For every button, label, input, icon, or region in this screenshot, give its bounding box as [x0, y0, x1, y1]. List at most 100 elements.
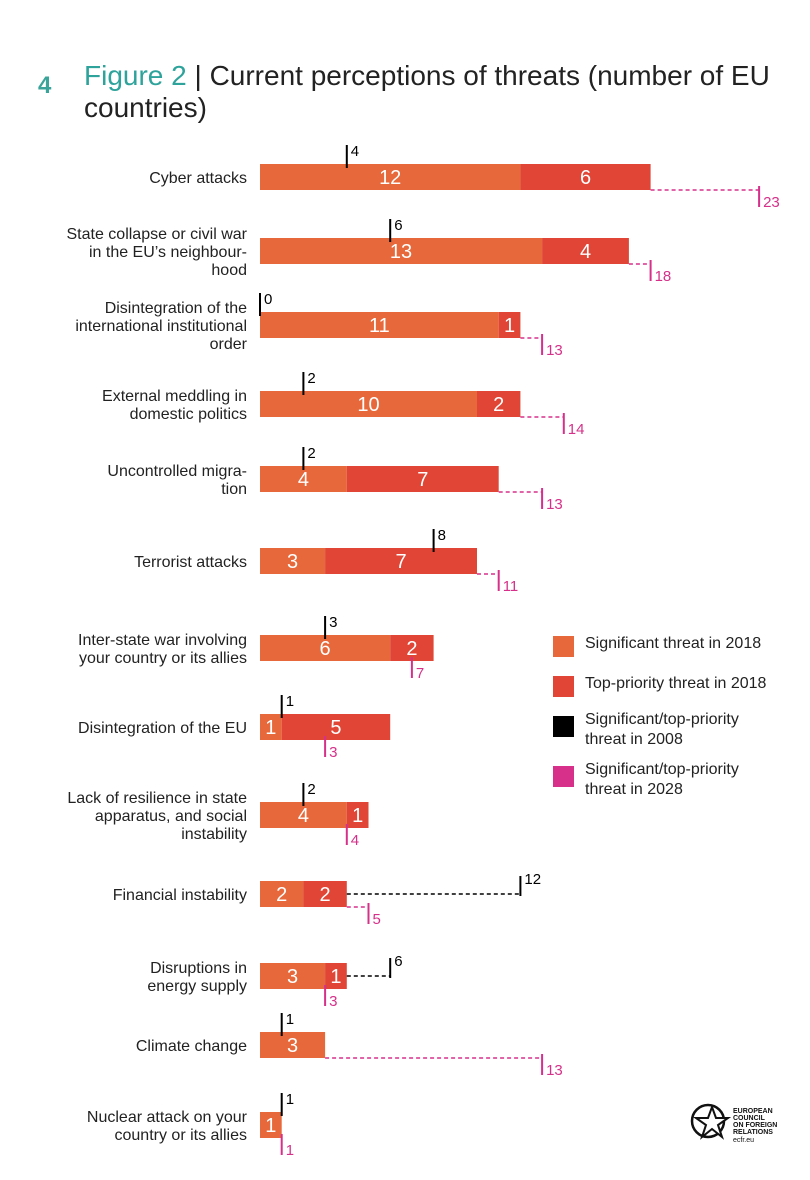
- category-label: Disintegration of the: [105, 300, 247, 317]
- marker-2008-label: 12: [524, 871, 541, 888]
- logo-line: ON FOREIGN: [733, 1122, 778, 1129]
- category-label: tion: [221, 481, 247, 498]
- bar-value-label: 1: [265, 717, 276, 739]
- bar-significant-2018: [260, 466, 347, 492]
- category-label: domestic politics: [130, 406, 247, 423]
- marker-2008-label: 6: [394, 953, 402, 970]
- category-label: Lack of resilience in state: [67, 790, 247, 807]
- bar-significant-2018: [260, 548, 326, 574]
- category-label: Cyber attacks: [149, 170, 247, 187]
- logo-site: ecfr.eu: [733, 1137, 755, 1144]
- marker-2008-label: 4: [351, 143, 359, 160]
- bar-significant-2018: [260, 238, 543, 264]
- bar-significant-2018: [260, 881, 304, 907]
- marker-2028-label: 13: [546, 342, 563, 359]
- bar-significant-2018: [260, 635, 391, 661]
- bar-significant-2018: [260, 714, 282, 740]
- bar-value-label: 4: [580, 241, 591, 263]
- category-label: Nuclear attack on your: [87, 1109, 248, 1126]
- bar-value-label: 10: [357, 394, 379, 416]
- legend-swatch: [553, 716, 574, 737]
- figure-label: Figure 2: [84, 60, 187, 91]
- bar-value-label: 13: [390, 241, 412, 263]
- legend-swatch: [553, 676, 574, 697]
- marker-2008-label: 8: [438, 527, 446, 544]
- legend-swatch: [553, 766, 574, 787]
- category-label: Climate change: [136, 1038, 247, 1055]
- bar-value-label: 1: [330, 966, 341, 988]
- category-label: instability: [181, 826, 247, 843]
- bar-top-priority-2018: [281, 714, 391, 740]
- bar-top-priority-2018: [498, 312, 521, 338]
- title-separator: |: [186, 60, 210, 91]
- category-label: External meddling in: [102, 388, 247, 405]
- marker-2008-label: 6: [394, 217, 402, 234]
- logo-line: EUROPEAN: [733, 1108, 773, 1115]
- category-label: in the EU’s neighbour-: [89, 244, 247, 261]
- marker-2008-label: 1: [286, 1091, 294, 1108]
- bar-value-label: 4: [298, 469, 309, 491]
- logo-text: EUROPEAN COUNCIL ON FOREIGN RELATIONS: [733, 1108, 777, 1136]
- bar-value-label: 2: [276, 884, 287, 906]
- category-label: State collapse or civil war: [66, 226, 247, 243]
- category-label: energy supply: [147, 978, 247, 995]
- bar-significant-2018: [260, 312, 499, 338]
- category-label: Disruptions in: [150, 960, 247, 977]
- marker-2028-label: 3: [329, 993, 337, 1010]
- title-text: Current perceptions of threats (number o…: [84, 60, 770, 123]
- marker-2028-label: 4: [351, 832, 359, 849]
- bar-value-label: 4: [298, 805, 309, 827]
- marker-2028-label: 5: [373, 911, 381, 928]
- section-number: 4: [38, 72, 52, 99]
- category-label: country or its allies: [115, 1127, 248, 1144]
- marker-2008-label: 2: [307, 781, 315, 798]
- marker-2008-label: 2: [307, 370, 315, 387]
- marker-2028-label: 7: [416, 665, 424, 682]
- category-label: Financial instability: [113, 887, 247, 904]
- bar-top-priority-2018: [303, 881, 347, 907]
- logo-line: COUNCIL: [733, 1115, 765, 1122]
- marker-2008-label: 2: [307, 445, 315, 462]
- bar-top-priority-2018: [520, 164, 651, 190]
- category-label: order: [210, 336, 248, 353]
- legend-label: Significant threat in 2018: [585, 635, 762, 652]
- bar-top-priority-2018: [542, 238, 629, 264]
- category-label: Terrorist attacks: [134, 554, 247, 571]
- bar-top-priority-2018: [346, 466, 499, 492]
- bar-value-label: 3: [287, 966, 298, 988]
- bar-value-label: 3: [287, 551, 298, 573]
- bar-value-label: 1: [504, 315, 515, 337]
- bar-value-label: 12: [379, 167, 401, 189]
- bar-value-label: 2: [320, 884, 331, 906]
- legend-item-2028: Significant/top-priority threat in 2028: [553, 760, 765, 800]
- bar-value-label: 6: [320, 638, 331, 660]
- bar-value-label: 7: [395, 551, 406, 573]
- legend-label: Significant/top-priority threat in 2028: [585, 761, 739, 798]
- bar-top-priority-2018: [325, 548, 477, 574]
- bar-top-priority-2018: [390, 635, 434, 661]
- marker-2008-label: 0: [264, 291, 272, 308]
- bar-top-priority-2018: [346, 802, 369, 828]
- bar-top-priority-2018: [325, 963, 347, 989]
- logo-line: RELATIONS: [733, 1129, 773, 1136]
- bar-significant-2018: [260, 1112, 282, 1138]
- bar-significant-2018: [260, 802, 347, 828]
- bar-value-label: 11: [369, 315, 390, 337]
- category-label: Inter-state war involving: [78, 632, 247, 649]
- bar-value-label: 3: [287, 1035, 298, 1057]
- category-label: your country or its allies: [79, 650, 247, 667]
- bar-value-label: 6: [580, 167, 591, 189]
- marker-2028-label: 14: [568, 421, 585, 438]
- category-label: Uncontrolled migra-: [107, 463, 247, 480]
- bar-significant-2018: [260, 164, 521, 190]
- legend-item-2008: Significant/top-priority threat in 2008: [553, 710, 765, 750]
- category-label: apparatus, and social: [95, 808, 247, 825]
- legend-label: Significant/top-priority threat in 2008: [585, 711, 739, 748]
- category-label: hood: [211, 262, 247, 279]
- marker-2028-label: 23: [763, 194, 780, 211]
- bar-value-label: 7: [417, 469, 428, 491]
- marker-2008-label: 1: [286, 693, 294, 710]
- category-label: Disintegration of the EU: [78, 720, 247, 737]
- ecfr-logo: EUROPEAN COUNCIL ON FOREIGN RELATIONS ec…: [688, 1095, 788, 1165]
